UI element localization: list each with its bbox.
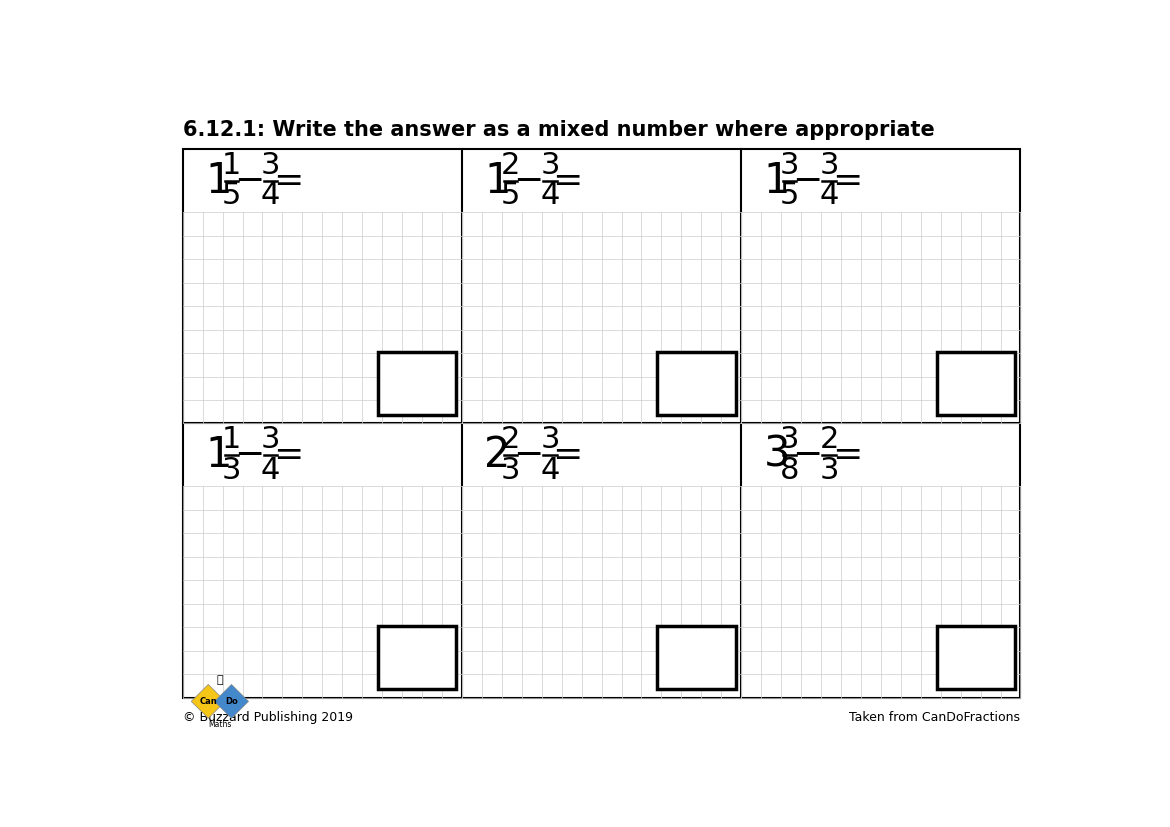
Text: Taken from CanDoFractions: Taken from CanDoFractions [849, 711, 1020, 724]
Text: 5: 5 [221, 181, 241, 210]
Text: −: − [514, 164, 544, 198]
Bar [378, 351, 456, 415]
Text: 3: 3 [261, 151, 281, 180]
Text: −: − [234, 438, 264, 472]
Text: −: − [514, 438, 544, 472]
Polygon shape [191, 685, 226, 719]
Text: 3: 3 [819, 456, 839, 485]
Text: 5: 5 [780, 181, 799, 210]
Text: 3: 3 [261, 425, 281, 454]
Text: 4: 4 [261, 181, 281, 210]
Text: 3: 3 [819, 151, 839, 180]
Text: =: = [552, 438, 583, 472]
Text: =: = [832, 438, 862, 472]
Text: −: − [234, 164, 264, 198]
Bar [937, 626, 1014, 689]
Text: 3: 3 [501, 456, 521, 485]
Text: 2: 2 [819, 425, 839, 454]
Text: Maths: Maths [208, 720, 232, 729]
Text: 2: 2 [484, 434, 510, 476]
Text: 2: 2 [501, 425, 521, 454]
Text: =: = [274, 438, 304, 472]
Text: 1: 1 [764, 160, 790, 202]
Text: 4: 4 [541, 456, 559, 485]
Text: © Buzzard Publishing 2019: © Buzzard Publishing 2019 [183, 711, 352, 724]
Polygon shape [214, 685, 248, 719]
Bar [183, 150, 1020, 697]
Text: 4: 4 [261, 456, 281, 485]
Text: 1: 1 [221, 425, 241, 454]
Text: 3: 3 [764, 434, 790, 476]
Text: 3: 3 [541, 425, 559, 454]
Bar [937, 351, 1014, 415]
Text: 3: 3 [541, 151, 559, 180]
Bar [658, 626, 736, 689]
Text: Do: Do [225, 697, 238, 706]
Text: 4: 4 [541, 181, 559, 210]
Text: 🦝: 🦝 [216, 675, 223, 685]
Text: 3: 3 [780, 151, 799, 180]
Text: =: = [274, 164, 304, 198]
Text: 8: 8 [780, 456, 799, 485]
Text: =: = [832, 164, 862, 198]
Text: 6.12.1: Write the answer as a mixed number where appropriate: 6.12.1: Write the answer as a mixed numb… [183, 120, 935, 140]
Text: 3: 3 [221, 456, 241, 485]
Text: 2: 2 [501, 151, 521, 180]
Text: 4: 4 [819, 181, 839, 210]
Text: 1: 1 [205, 434, 232, 476]
Text: 3: 3 [780, 425, 799, 454]
Bar [658, 351, 736, 415]
Text: −: − [792, 438, 823, 472]
Text: −: − [792, 164, 823, 198]
Text: 1: 1 [205, 160, 232, 202]
Text: 1: 1 [221, 151, 241, 180]
Bar [378, 626, 456, 689]
Text: 1: 1 [484, 160, 511, 202]
Text: 5: 5 [501, 181, 521, 210]
Text: Can: Can [199, 697, 218, 706]
Text: =: = [552, 164, 583, 198]
